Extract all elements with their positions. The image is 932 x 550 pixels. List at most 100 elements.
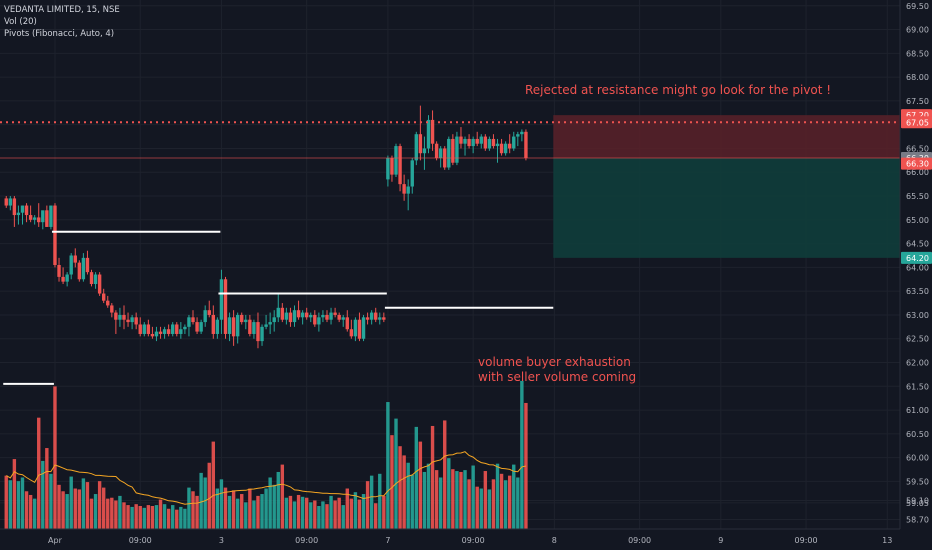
price-badge-label: 67.20 bbox=[906, 111, 929, 120]
candle-body bbox=[166, 329, 171, 334]
candle-body bbox=[357, 319, 362, 339]
volume-bar bbox=[53, 386, 57, 529]
volume-bar bbox=[520, 380, 524, 529]
candle-body bbox=[495, 143, 500, 147]
volume-bar bbox=[512, 464, 516, 529]
price-tick-label: 68.00 bbox=[906, 73, 929, 82]
volume-bar bbox=[114, 500, 118, 529]
volume-bar bbox=[443, 420, 447, 529]
price-tick-label: 69.00 bbox=[906, 26, 929, 35]
price-tick-label: 65.00 bbox=[906, 216, 929, 225]
candle-body bbox=[317, 317, 321, 325]
volume-bar bbox=[475, 486, 479, 529]
candle-body bbox=[276, 307, 280, 318]
chart-legend: VEDANTA LIMITED, 15, NSE Vol (20) Pivots… bbox=[4, 4, 120, 40]
price-tick-label: 60.50 bbox=[906, 430, 929, 439]
candles bbox=[4, 105, 528, 349]
candle-body bbox=[195, 322, 199, 332]
volume-bar bbox=[49, 473, 53, 529]
candle-body bbox=[240, 314, 244, 323]
volume-bar bbox=[272, 484, 276, 529]
candle-body bbox=[365, 317, 370, 320]
volume-bar bbox=[300, 496, 305, 529]
price-tick-label: 61.00 bbox=[906, 406, 929, 415]
candle-body bbox=[122, 314, 126, 320]
volume-bar bbox=[313, 500, 317, 529]
candle-body bbox=[20, 205, 25, 213]
candle-body bbox=[65, 274, 69, 282]
candle-body bbox=[130, 317, 134, 323]
volume-bar bbox=[341, 505, 345, 529]
time-axis[interactable]: Apr 09:00 3 09:00 7 09:00 8 09:00 9 09:00 13 bbox=[0, 528, 900, 545]
volume-bar bbox=[374, 503, 378, 529]
overlay-lines bbox=[0, 121, 900, 385]
price-tick-label: 61.50 bbox=[906, 382, 929, 391]
candle-body bbox=[215, 319, 220, 334]
volume-bar bbox=[487, 489, 492, 529]
pivots-indicator-label[interactable]: Pivots (Fibonacci, Auto, 4) bbox=[4, 29, 115, 39]
candle-body bbox=[349, 329, 354, 337]
volume-bar bbox=[28, 494, 33, 529]
candle-body bbox=[150, 333, 155, 337]
volume-bar bbox=[24, 491, 29, 529]
candle-body bbox=[300, 312, 305, 318]
volume-bar bbox=[422, 471, 427, 529]
volume-bar bbox=[516, 477, 520, 529]
price-tick-label: 60.00 bbox=[906, 454, 929, 463]
candle-body bbox=[199, 322, 203, 332]
candle-body bbox=[219, 279, 224, 320]
candle-body bbox=[345, 317, 349, 330]
price-tick-label: 67.50 bbox=[906, 97, 929, 106]
candle-body bbox=[483, 136, 488, 149]
volume-bar bbox=[357, 499, 362, 529]
candle-body bbox=[252, 322, 256, 334]
candle-body bbox=[260, 326, 264, 342]
candle-body bbox=[85, 257, 90, 273]
volume-bar bbox=[195, 495, 199, 529]
candle-body bbox=[264, 324, 268, 327]
candle-body bbox=[280, 307, 285, 320]
volume-bar bbox=[503, 480, 508, 529]
volume-bar bbox=[459, 471, 463, 529]
candle-body bbox=[158, 331, 163, 334]
volume-bar bbox=[130, 506, 134, 529]
candle-body bbox=[126, 319, 130, 323]
volume-bar bbox=[106, 498, 110, 529]
volume-bar bbox=[410, 474, 414, 529]
candle-body bbox=[459, 136, 463, 144]
candle-body bbox=[146, 324, 151, 334]
price-tick-label: 66.50 bbox=[906, 144, 929, 153]
candle-body bbox=[268, 322, 272, 325]
time-tick-label: 13 bbox=[882, 536, 892, 545]
volume-bar bbox=[146, 505, 151, 529]
price-axis[interactable]: 69.5069.0068.5068.0067.5067.0066.5066.00… bbox=[899, 0, 932, 550]
volume-bar bbox=[134, 504, 138, 529]
volume-bar bbox=[438, 477, 443, 529]
candle-body bbox=[455, 136, 459, 163]
volume-bar bbox=[223, 487, 228, 529]
price-badge-label: 66.30 bbox=[906, 160, 929, 169]
candle-body bbox=[53, 205, 57, 265]
volume-bar bbox=[394, 418, 398, 529]
candle-body bbox=[256, 322, 260, 342]
candle-body bbox=[386, 157, 390, 180]
candle-body bbox=[235, 314, 240, 337]
volume-bar bbox=[447, 458, 451, 529]
volume-bar bbox=[126, 505, 130, 529]
candle-body bbox=[175, 324, 179, 334]
time-tick-label: 09:00 bbox=[129, 536, 152, 545]
symbol-title[interactable]: VEDANTA LIMITED, 15, NSE bbox=[4, 5, 120, 15]
volume-bar bbox=[345, 488, 349, 529]
volume-indicator-label[interactable]: Vol (20) bbox=[4, 17, 37, 27]
volume-bar bbox=[390, 435, 394, 529]
volume-bar bbox=[158, 499, 163, 529]
candle-body bbox=[321, 314, 325, 318]
price-tick-label: 59.50 bbox=[906, 477, 929, 486]
candle-body bbox=[337, 314, 341, 320]
volume-bar bbox=[483, 471, 488, 529]
volume-bar bbox=[199, 472, 203, 529]
volume-bar bbox=[268, 477, 272, 529]
volume-bar bbox=[93, 494, 98, 529]
candle-body bbox=[491, 138, 496, 147]
